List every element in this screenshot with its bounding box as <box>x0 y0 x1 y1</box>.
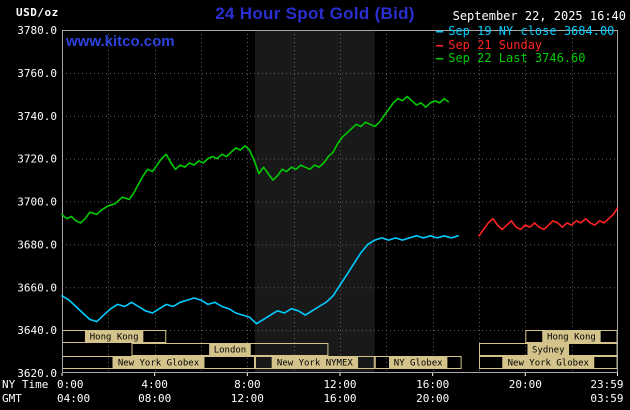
session-label-box-new-york-globex <box>502 356 595 369</box>
legend: – Sep 19 NY close 3684.00 – Sep 21 Sunday … <box>436 24 615 66</box>
legend-label-sep19: Sep 19 NY close 3684.00 <box>448 24 615 38</box>
plot-border <box>62 30 618 373</box>
datetime-label: September 22, 2025 16:40 <box>452 9 626 23</box>
svg-text:23:59: 23:59 <box>590 378 623 391</box>
svg-text:New York Globex: New York Globex <box>118 359 200 369</box>
svg-text:GMT: GMT <box>2 392 22 405</box>
svg-text:3780.0: 3780.0 <box>17 24 57 37</box>
legend-label-sep21: Sep 21 Sunday <box>448 37 543 52</box>
market-session-bars: Hong Kong Hong Kong London Sydney New York G… <box>62 330 618 369</box>
svg-text:03:59: 03:59 <box>590 392 623 405</box>
svg-text:8:00: 8:00 <box>234 378 261 391</box>
svg-text:3680.0: 3680.0 <box>17 238 57 251</box>
svg-text:20:00: 20:00 <box>509 378 542 391</box>
svg-text:12:00: 12:00 <box>323 378 356 391</box>
svg-text:3720.0: 3720.0 <box>17 153 57 166</box>
svg-text:3640.0: 3640.0 <box>17 324 57 337</box>
legend-line-swatch-sep19: – <box>436 24 444 38</box>
svg-text:Hong Kong: Hong Kong <box>90 333 139 343</box>
session-label-box-hong-kong <box>542 330 601 343</box>
unit-label: USD/oz <box>16 6 59 19</box>
price-line-sep19 <box>61 235 460 325</box>
svg-text:16:00: 16:00 <box>416 378 449 391</box>
svg-text:3620.0: 3620.0 <box>17 367 57 380</box>
legend-item-sep21: – Sep 21 Sunday <box>436 37 614 53</box>
svg-text:3760.0: 3760.0 <box>17 67 57 80</box>
legend-label-sep22: Sep 22 Last 3746.60 <box>448 51 586 65</box>
svg-text:Sydney: Sydney <box>532 346 565 356</box>
svg-text:0:00: 0:00 <box>57 378 84 391</box>
y-axis-labels: 3620.0 3640.0 3660.0 3680.0 3700.0 3720.0 3740… <box>17 24 57 380</box>
svg-text:London: London <box>214 346 247 356</box>
svg-text:3740.0: 3740.0 <box>17 110 57 123</box>
session-label-box-hong-kong <box>84 330 144 343</box>
legend-line-swatch-sep21: – <box>436 37 444 52</box>
svg-text:04:00: 04:00 <box>57 392 90 405</box>
x-axis-labels: NY TimeGMT0:0004:004:0008:008:0012:0012:… <box>2 373 624 405</box>
svg-text:12:00: 12:00 <box>231 392 264 405</box>
svg-text:New York Globex: New York Globex <box>508 359 590 369</box>
svg-text:NY Time: NY Time <box>2 378 48 391</box>
session-label-box-new-york-nymex <box>271 356 359 369</box>
svg-text:3700.0: 3700.0 <box>17 196 57 209</box>
session-label-box-sydney <box>527 343 570 356</box>
page-title: 24 Hour Spot Gold (Bid) <box>215 4 415 23</box>
svg-text:20:00: 20:00 <box>416 392 449 405</box>
svg-text:4:00: 4:00 <box>141 378 168 391</box>
session-label-box-new-york-globex <box>112 356 205 369</box>
svg-text:Hong Kong: Hong Kong <box>547 333 596 343</box>
legend-line-swatch-sep22: – <box>436 51 444 65</box>
session-label-box-london <box>209 343 251 356</box>
svg-text:New York NYMEX: New York NYMEX <box>277 359 353 369</box>
svg-text:16:00: 16:00 <box>323 392 356 405</box>
svg-text:08:00: 08:00 <box>138 392 171 405</box>
session-label-box-ny-globex <box>388 356 448 369</box>
legend-item-sep19: – Sep 19 NY close 3684.00 <box>436 24 615 39</box>
kitco-watermark-link[interactable]: www.kitco.com <box>66 33 175 50</box>
price-line-sep22 <box>61 95 450 224</box>
svg-text:3660.0: 3660.0 <box>17 281 57 294</box>
price-line-sep21 <box>478 207 619 237</box>
legend-item-sep22: – Sep 22 Last 3746.60 <box>436 51 614 66</box>
svg-text:NY Globex: NY Globex <box>394 359 443 369</box>
